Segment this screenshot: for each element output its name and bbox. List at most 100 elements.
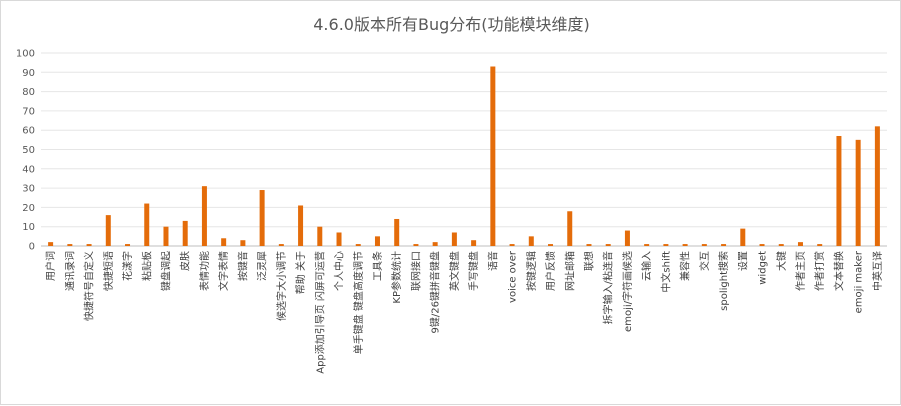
x-tick-label: emoji/字符画候选	[621, 251, 634, 332]
bar	[336, 232, 342, 246]
bar	[105, 215, 111, 246]
bar	[740, 228, 746, 246]
bar	[817, 244, 823, 246]
y-tick-label: 20	[22, 203, 35, 214]
x-tick-label: 英文键盘	[448, 251, 461, 291]
x-tick-label: 单手键盘 键盘高度调节	[352, 251, 365, 354]
bar	[432, 242, 438, 246]
bar	[413, 244, 419, 246]
x-tick-label: 大键	[775, 251, 788, 271]
bar	[259, 190, 265, 246]
bar	[797, 242, 803, 246]
bar	[471, 240, 477, 246]
bar	[567, 211, 573, 246]
x-tick-label: 9键/26键拼音键盘	[429, 251, 442, 333]
y-tick-label: 40	[22, 164, 35, 175]
bar	[201, 186, 207, 246]
x-tick-label: 文字表情	[217, 251, 230, 291]
x-tick-label: 兼容性	[679, 251, 692, 281]
x-tick-label: 快捷符号自定义	[83, 251, 96, 321]
y-tick-label: 30	[22, 184, 35, 195]
x-tick-label: 网址邮箱	[563, 251, 576, 291]
y-tick-label: 100	[16, 49, 35, 60]
x-tick-label: 设置	[737, 251, 749, 271]
x-tick-label: 作者主页	[795, 251, 807, 291]
x-tick-label: widget	[758, 251, 769, 285]
bar	[759, 244, 765, 246]
x-tick-label: voice over	[508, 250, 519, 303]
x-tick-label: 表情功能	[198, 251, 211, 291]
bar	[298, 205, 304, 246]
bar	[355, 244, 361, 246]
x-tick-label: 个人中心	[333, 251, 346, 291]
bar	[528, 236, 534, 246]
x-tick-label: 用户词	[44, 251, 57, 281]
y-tick-label: 10	[22, 222, 35, 233]
bar	[67, 244, 73, 246]
x-tick-label: 按键音	[236, 251, 249, 281]
bar	[644, 244, 650, 246]
bar	[317, 226, 323, 246]
bar	[701, 244, 707, 246]
bar	[163, 226, 169, 246]
x-tick-label: 工具条	[371, 251, 384, 281]
bar	[374, 236, 380, 246]
bar	[48, 242, 54, 246]
x-tick-label: 作者打赏	[813, 251, 826, 291]
x-tick-label: 粘贴板	[140, 251, 153, 281]
x-tick-label: 联想	[582, 251, 595, 271]
x-tick-label: 候选字大小调节	[275, 251, 288, 321]
x-tick-label: emoji maker	[854, 250, 865, 313]
x-tick-label: 交互	[698, 251, 711, 271]
bar	[682, 244, 688, 246]
x-tick-label: 中英互译	[871, 251, 884, 291]
bar	[451, 232, 457, 246]
x-tick-label: 语音	[486, 251, 499, 271]
bar	[874, 126, 880, 246]
x-tick-label: 帮助 关于	[294, 251, 307, 294]
bar	[548, 244, 554, 246]
x-tick-label: 手写键盘	[467, 251, 480, 291]
y-tick-label: 0	[29, 242, 35, 253]
x-tick-label: 皮肤	[179, 251, 192, 271]
bar	[240, 240, 246, 246]
x-tick-label: 快捷短语	[102, 251, 115, 291]
y-tick-label: 90	[22, 68, 35, 79]
chart-title: 4.6.0版本所有Bug分布(功能模块维度)	[313, 15, 590, 34]
bar	[836, 135, 842, 246]
x-tick-label: 通讯录词	[64, 251, 76, 291]
x-tick-label: KP参数统计	[390, 251, 403, 304]
bar	[721, 244, 727, 246]
bar	[778, 244, 784, 246]
x-tick-label: 泛灵犀	[257, 251, 269, 281]
x-tick-label: 花漾字	[121, 251, 134, 281]
y-tick-label: 60	[22, 126, 35, 137]
x-tick-label: 键盘调起	[159, 251, 172, 291]
bar	[490, 66, 496, 246]
y-tick-label: 70	[22, 106, 35, 117]
bar	[509, 244, 515, 246]
bar	[182, 220, 188, 246]
bar	[624, 230, 630, 246]
x-tick-label: 用户反馈	[544, 251, 557, 291]
bar	[86, 244, 92, 246]
bar	[125, 244, 131, 246]
bar	[586, 244, 592, 246]
bar	[144, 203, 150, 246]
x-tick-label: 按键逻辑	[525, 251, 538, 291]
x-tick-label: 中文shift	[659, 251, 672, 293]
bar	[278, 244, 284, 246]
bar	[221, 238, 227, 246]
bar	[605, 244, 611, 246]
x-tick-label: 文本替换	[832, 251, 845, 291]
bar	[394, 218, 400, 246]
x-tick-label: spolight搜索	[717, 251, 730, 311]
x-tick-label: 联网接口	[409, 251, 422, 291]
y-tick-label: 80	[22, 87, 35, 98]
x-tick-label: App添加引导页 闪屏可运营	[313, 251, 326, 374]
y-tick-label: 50	[22, 145, 35, 156]
x-tick-label: 拆字输入/粘连音	[602, 251, 615, 324]
x-tick-label: 云输入	[640, 251, 653, 281]
